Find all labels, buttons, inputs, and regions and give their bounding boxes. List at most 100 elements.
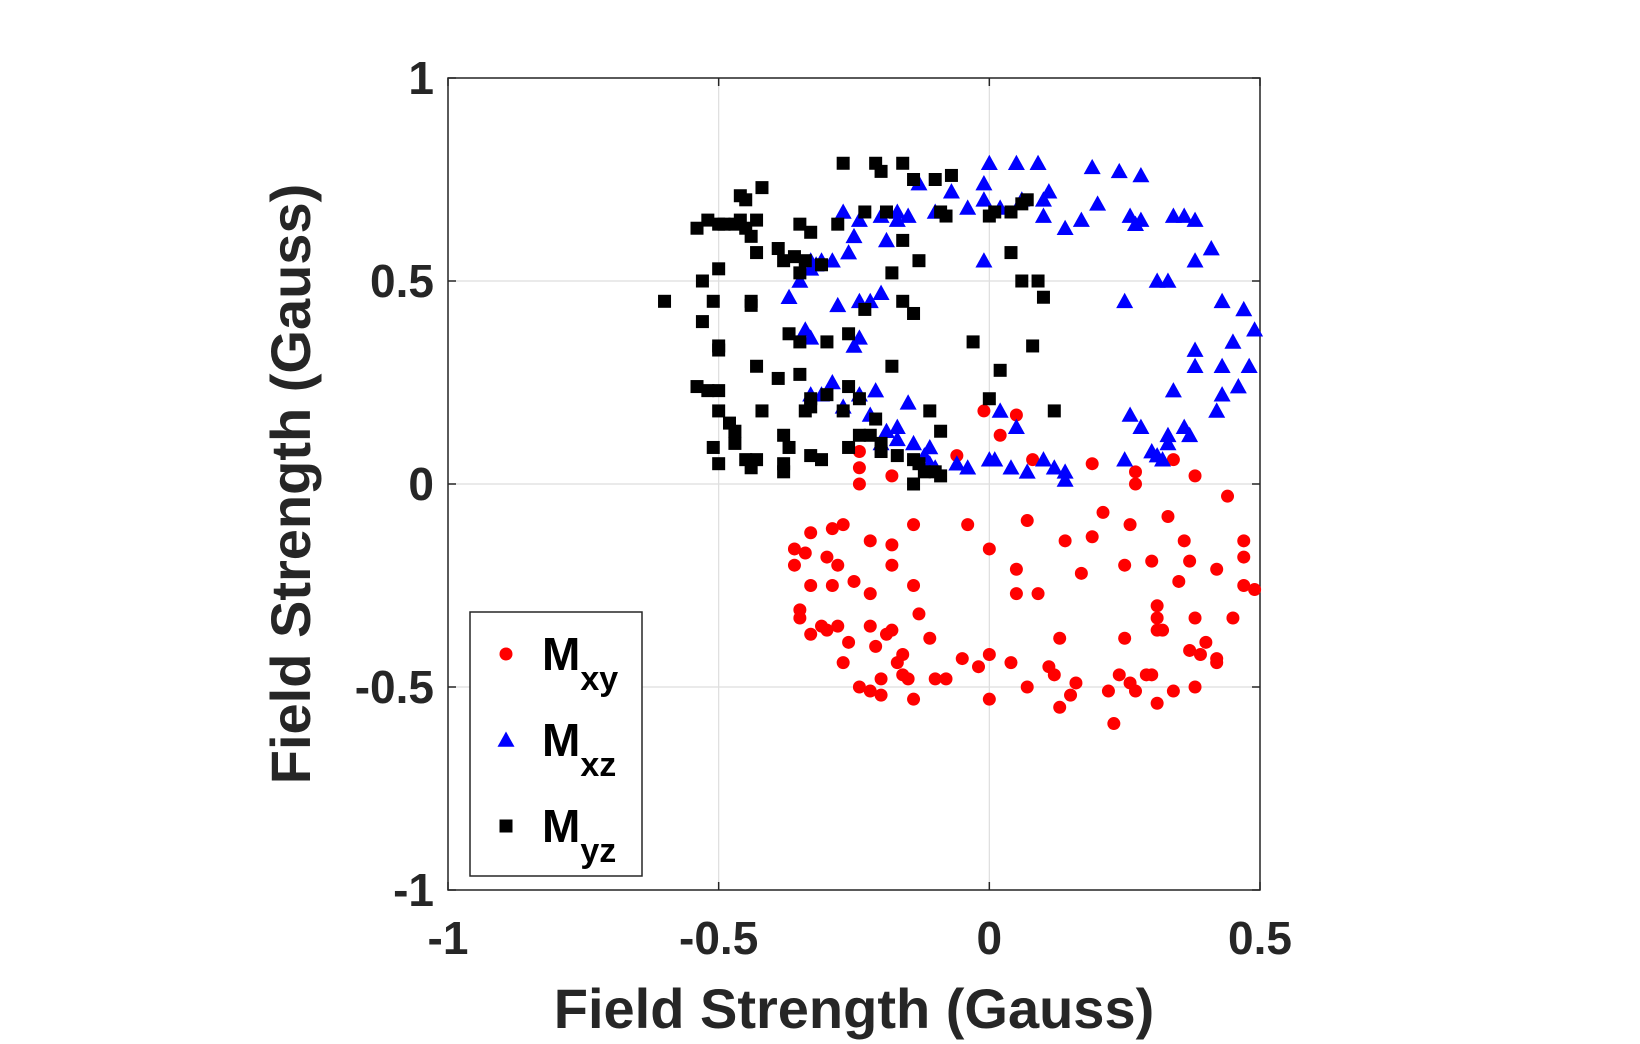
mxy-point [1199, 635, 1213, 649]
mxy-point [1004, 656, 1018, 670]
mxz-point [1202, 240, 1220, 256]
mxz-point [845, 337, 863, 353]
mxy-point [993, 428, 1007, 442]
mxy-point [1053, 631, 1067, 645]
y-tick-label: 0.5 [370, 255, 434, 307]
mxy-point [1237, 579, 1251, 592]
mxy-point [852, 461, 866, 475]
myz-point [701, 213, 715, 227]
myz-point [896, 156, 910, 170]
mxz-point [1083, 158, 1101, 175]
myz-point [728, 424, 742, 438]
mxz-point [1007, 154, 1025, 171]
myz-point [836, 404, 850, 418]
myz-point [777, 428, 791, 442]
mxy-point [804, 579, 818, 592]
legend-label-mxy: Mxy [542, 628, 618, 698]
mxy-point [1020, 514, 1034, 528]
mxz-point [1213, 386, 1231, 402]
mxy-point [787, 542, 801, 556]
mxy-point [1177, 534, 1191, 548]
mxz-point [1159, 272, 1177, 288]
mxz-point [1034, 207, 1052, 223]
mxz-point [840, 244, 858, 260]
y-tick-label: -1 [393, 864, 434, 916]
mxy-point [1107, 717, 1121, 731]
mxy-point [1009, 587, 1023, 601]
myz-point [907, 477, 921, 491]
mxz-point [975, 191, 993, 207]
mxy-point [1031, 587, 1045, 601]
myz-point [739, 193, 753, 207]
mxz-point [942, 183, 960, 199]
mxy-point [1047, 668, 1061, 682]
myz-point [869, 412, 883, 426]
mxz-point [1034, 191, 1052, 207]
myz-point [1026, 339, 1040, 353]
mxy-point [1118, 631, 1132, 645]
myz-point [966, 335, 980, 349]
myz-point [858, 205, 872, 219]
mxz-point [1056, 219, 1074, 236]
myz-point [820, 335, 834, 349]
myz-point [787, 250, 801, 264]
mxy-point [1237, 534, 1251, 548]
mxy-point [1069, 676, 1083, 690]
mxz-point [1002, 459, 1020, 475]
mxy-point [885, 558, 899, 572]
mxy-point [863, 619, 877, 633]
myz-point [912, 254, 926, 268]
mxz-point [802, 329, 820, 345]
mxz-point [829, 296, 847, 313]
mxy-point [820, 550, 834, 564]
mxz-point [877, 422, 895, 439]
mxz-point [1159, 426, 1177, 443]
legend-marker-myz [499, 819, 513, 833]
myz-point [874, 445, 888, 459]
myz-point [842, 380, 856, 394]
mxy-point [1101, 684, 1115, 698]
mxy-point [874, 688, 888, 702]
mxz-point [1121, 406, 1139, 422]
mxz-point [1116, 292, 1134, 309]
mxz-point [1186, 211, 1204, 227]
mxy-point [1112, 668, 1126, 682]
mxz-point [959, 459, 977, 475]
myz-point [885, 359, 899, 373]
mxy-point [1183, 643, 1197, 657]
mxz-point [1132, 418, 1150, 434]
myz-point [777, 465, 791, 479]
mxy-point [836, 656, 850, 670]
myz-point [793, 335, 807, 349]
mxz-point [823, 374, 841, 390]
y-axis-label: Field Strength (Gauss) [259, 184, 322, 785]
mxy-point [1009, 408, 1023, 422]
mxz-point [980, 154, 998, 171]
mxy-point [955, 652, 969, 666]
mxz-point [1213, 357, 1231, 374]
mxz-point [1154, 451, 1172, 467]
series-mxy [787, 404, 1262, 731]
mxz-point [1186, 252, 1204, 268]
mxz-point [1159, 434, 1177, 451]
series-myz [658, 156, 1061, 491]
mxz-point [850, 329, 868, 345]
mxy-point [825, 522, 839, 536]
myz-point [804, 225, 818, 239]
mxz-point [1089, 195, 1107, 211]
myz-point [896, 233, 910, 247]
mxy-point [787, 558, 801, 572]
mxy-point [1026, 453, 1040, 467]
myz-point [879, 205, 893, 219]
mxy-point [798, 546, 812, 560]
mxz-point [1229, 378, 1247, 394]
myz-point [804, 449, 818, 463]
legend-label-main: M [542, 628, 580, 680]
mxy-point [961, 518, 975, 532]
myz-point [939, 209, 953, 223]
myz-point [750, 246, 764, 260]
myz-point [712, 262, 726, 276]
myz-point [934, 424, 948, 438]
myz-point [771, 371, 785, 385]
